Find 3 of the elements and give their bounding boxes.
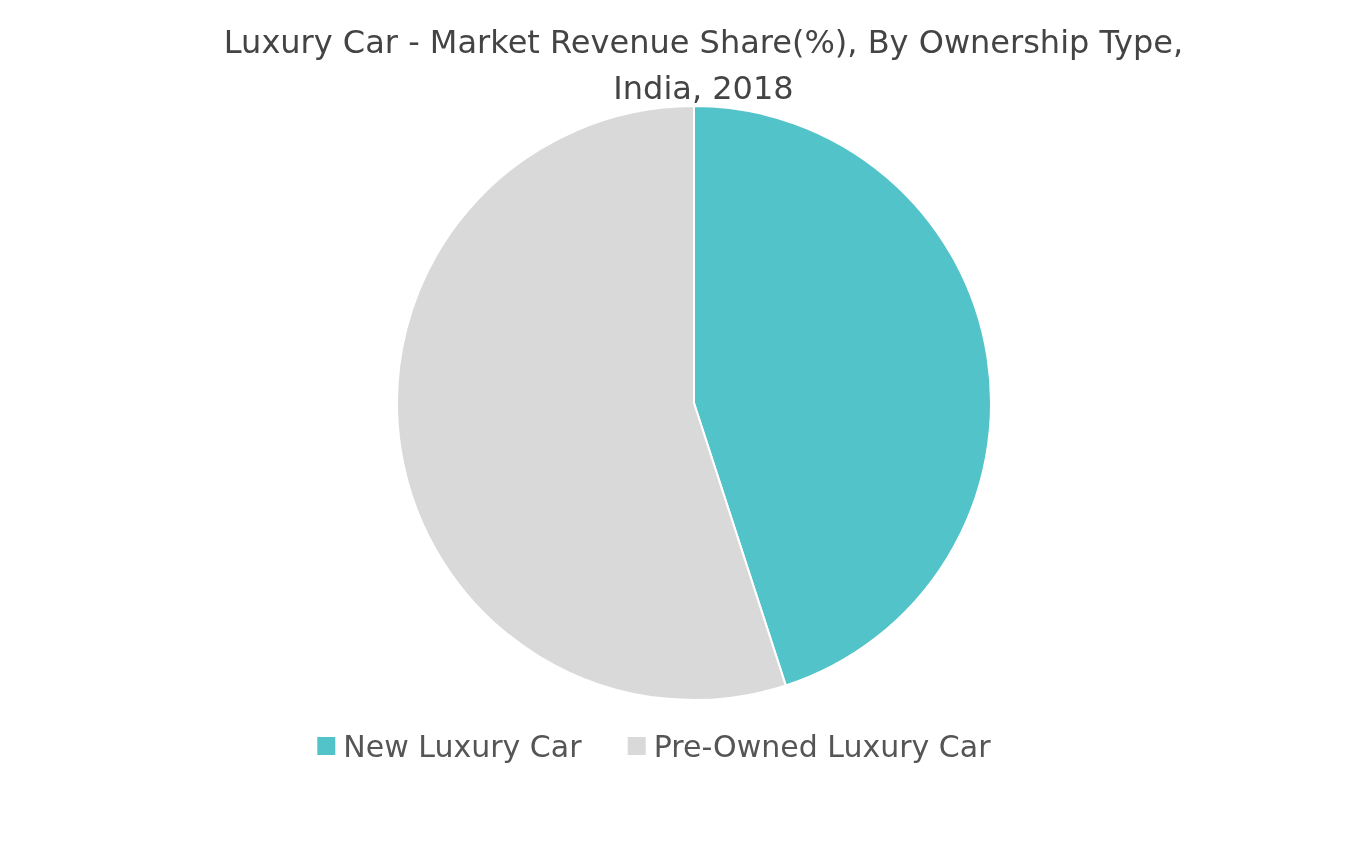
legend-label: New Luxury Car bbox=[343, 728, 583, 764]
chart-title: Luxury Car - Market Revenue Share(%), By Ownership Type, India, 2018 bbox=[223, 23, 1184, 108]
legend-label: Pre-Owned Luxury Car bbox=[653, 728, 992, 764]
